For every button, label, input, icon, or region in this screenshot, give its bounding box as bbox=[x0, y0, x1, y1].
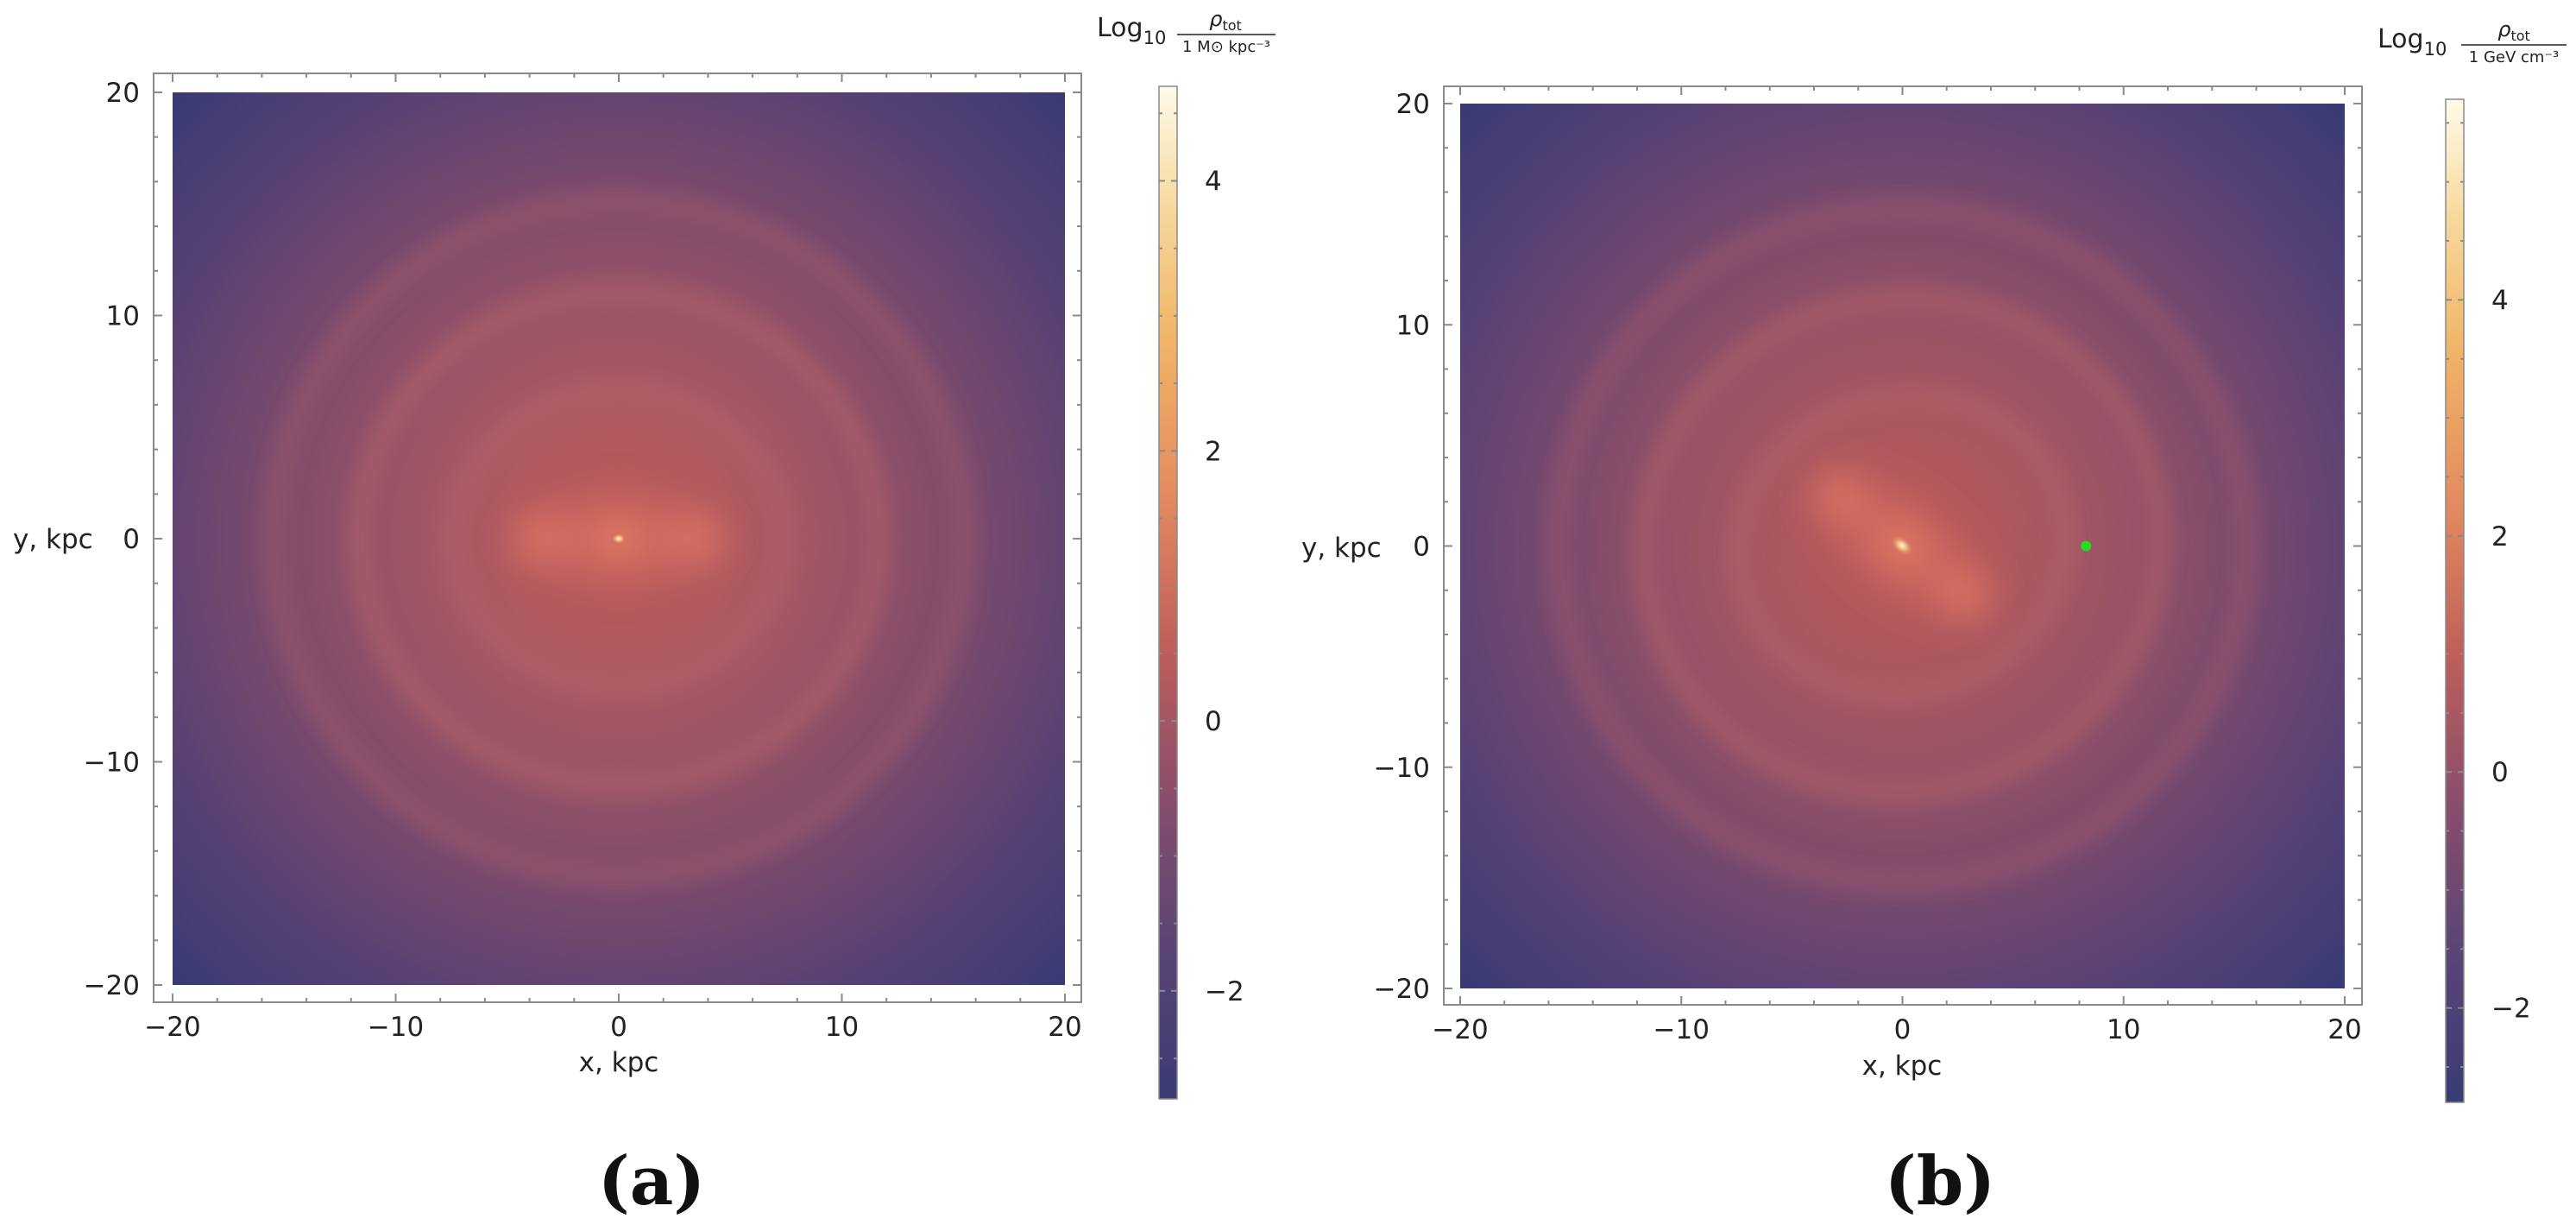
y-tick-label: −20 bbox=[84, 970, 140, 1001]
y-axis-label-a: y, kpc bbox=[13, 524, 93, 555]
y-tick-label: −20 bbox=[1374, 974, 1430, 1005]
colorbar-tick-label: 4 bbox=[1205, 166, 1222, 197]
colorbar-tick-label: 4 bbox=[2491, 285, 2509, 316]
sun-position-marker bbox=[2081, 540, 2092, 552]
cb-num-b: ρ bbox=[2497, 17, 2510, 41]
colorbar-title-a: Log10 ρtot 1 M⊙ kpc⁻³ bbox=[1097, 7, 1275, 56]
axis-ticks-b bbox=[1444, 86, 2362, 1005]
x-tick-label: 10 bbox=[825, 1012, 859, 1043]
y-axis-label-b: y, kpc bbox=[1301, 533, 1382, 564]
cb-title-sub-b: 10 bbox=[2424, 39, 2447, 60]
colorbar-tick-label: 2 bbox=[1205, 436, 1222, 467]
y-tick-label: 10 bbox=[1396, 310, 1430, 341]
y-tick-label: 0 bbox=[1413, 532, 1430, 563]
x-tick-label: −10 bbox=[1653, 1014, 1710, 1045]
svg-text:Log10: Log10 bbox=[2378, 24, 2447, 60]
colorbar-gradient-a bbox=[1158, 85, 1178, 1100]
colorbar-tick-label: −2 bbox=[1205, 976, 1244, 1007]
x-tick-label: 20 bbox=[2327, 1014, 2361, 1045]
y-tick-label: 0 bbox=[123, 524, 140, 555]
cb-title-log-a: Log bbox=[1097, 13, 1143, 43]
colorbar-a: 4 2 0 −2 Log10 ρtot 1 M⊙ kpc⁻³ bbox=[1097, 7, 1275, 1100]
axis-tick-labels-a: −20 −10 0 10 20 20 10 0 −10 −20 bbox=[84, 78, 1082, 1043]
x-tick-label: −20 bbox=[1432, 1014, 1488, 1045]
cb-num-sub-a: tot bbox=[1222, 17, 1241, 34]
y-tick-label: 20 bbox=[106, 78, 140, 109]
cb-denominator-a: 1 M⊙ kpc⁻³ bbox=[1182, 38, 1270, 56]
colorbar-tick-label: 0 bbox=[1205, 706, 1222, 737]
colorbar-tick-label: −2 bbox=[2491, 994, 2531, 1025]
y-tick-label: 10 bbox=[106, 301, 140, 332]
axis-tick-labels-b: −20 −10 0 10 20 20 10 0 −10 −20 bbox=[1374, 89, 2362, 1045]
colorbar-title-b: Log10 ρtot 1 GeV cm⁻³ bbox=[2378, 17, 2567, 66]
y-tick-label: 20 bbox=[1396, 89, 1430, 120]
cb-num-a: ρ bbox=[1209, 7, 1222, 31]
svg-text:ρtot: ρtot bbox=[2497, 17, 2530, 44]
x-tick-label: 10 bbox=[2107, 1014, 2140, 1045]
cb-denominator-b: 1 GeV cm⁻³ bbox=[2469, 48, 2559, 66]
colorbar-b: 4 2 0 −2 Log10 ρtot 1 GeV cm⁻³ bbox=[2378, 17, 2567, 1103]
axis-ticks-a bbox=[154, 73, 1081, 1002]
x-axis-label-a: x, kpc bbox=[579, 1047, 659, 1078]
heatmap-b bbox=[1460, 104, 2345, 988]
colorbar-gradient-b bbox=[2445, 98, 2465, 1103]
cb-title-sub-a: 10 bbox=[1143, 28, 1167, 48]
panel-label-b: (b) bbox=[1885, 1142, 1995, 1221]
svg-text:Log10: Log10 bbox=[1097, 13, 1166, 48]
colorbar-tick-label: 2 bbox=[2491, 521, 2509, 552]
x-tick-label: −20 bbox=[144, 1012, 200, 1043]
x-tick-label: 0 bbox=[1894, 1014, 1912, 1045]
panel-label-a: (a) bbox=[598, 1142, 705, 1221]
y-tick-label: −10 bbox=[1374, 753, 1430, 784]
heatmap-a bbox=[173, 92, 1065, 985]
x-axis-label-b: x, kpc bbox=[1862, 1051, 1943, 1082]
cb-num-sub-b: tot bbox=[2510, 28, 2529, 44]
x-tick-label: 0 bbox=[610, 1012, 627, 1043]
cb-title-log-b: Log bbox=[2378, 24, 2424, 54]
colorbar-tick-label: 0 bbox=[2491, 757, 2509, 788]
svg-text:ρtot: ρtot bbox=[1209, 7, 1242, 34]
y-tick-label: −10 bbox=[84, 748, 140, 779]
x-tick-label: 20 bbox=[1048, 1012, 1081, 1043]
x-tick-label: −10 bbox=[368, 1012, 424, 1043]
